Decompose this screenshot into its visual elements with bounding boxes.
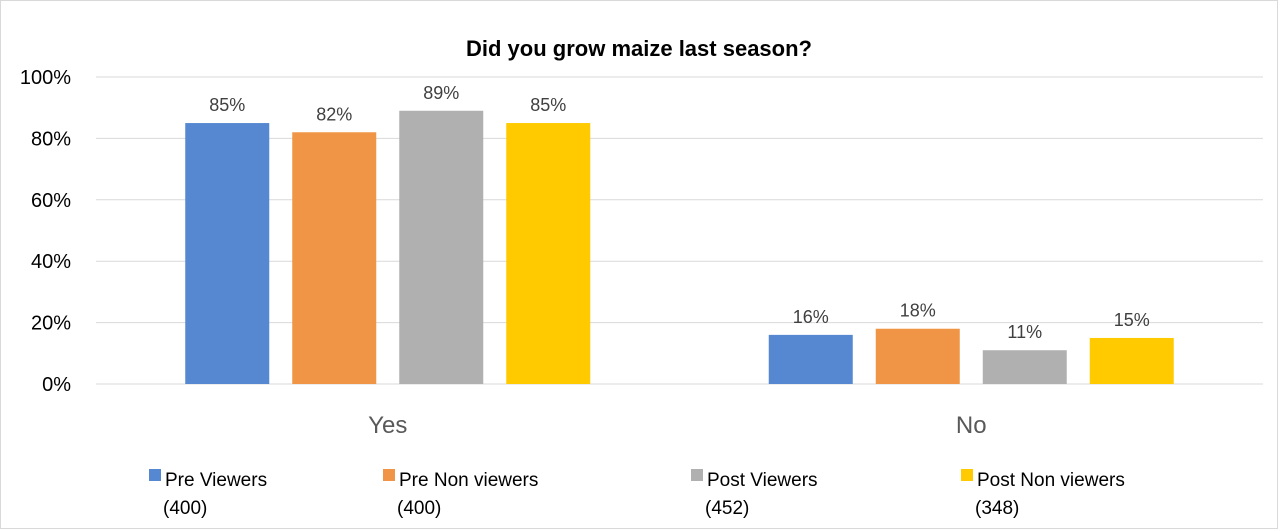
- data-label: 18%: [900, 301, 936, 321]
- legend-swatch: [383, 469, 395, 481]
- y-axis-ticks: 0% 20% 40% 60% 80% 100%: [20, 67, 71, 396]
- x-axis-categories: Yes No: [368, 412, 986, 439]
- legend-label: Post Non viewers: [977, 470, 1125, 491]
- legend-label: Pre Non viewers: [399, 470, 538, 491]
- chart-title: Did you grow maize last season?: [466, 36, 812, 61]
- y-tick-label: 60%: [31, 190, 71, 212]
- category-label: No: [956, 412, 987, 439]
- legend-swatch: [149, 469, 161, 481]
- legend-label: (400): [163, 498, 207, 519]
- legend-swatch: [691, 469, 703, 481]
- data-label: 85%: [209, 95, 245, 115]
- data-labels: 85% 82% 89% 85% 16% 18% 11% 15%: [209, 83, 1150, 342]
- bar: [982, 350, 1067, 384]
- y-tick-label: 100%: [20, 67, 71, 89]
- bar: [768, 334, 853, 384]
- bars: [185, 110, 1174, 385]
- bar: [1089, 337, 1174, 384]
- data-label: 82%: [316, 104, 352, 124]
- data-label: 15%: [1114, 310, 1150, 330]
- y-tick-label: 80%: [31, 128, 71, 150]
- bar: [185, 123, 270, 385]
- legend-label: (452): [705, 498, 749, 519]
- category-label: Yes: [368, 412, 407, 439]
- legend-label: (348): [975, 498, 1019, 519]
- data-label: 11%: [1007, 322, 1042, 342]
- data-label: 85%: [530, 95, 566, 115]
- data-label: 16%: [793, 307, 829, 327]
- bar: [875, 328, 960, 384]
- bar: [399, 110, 484, 385]
- y-tick-label: 20%: [31, 313, 71, 335]
- legend-label: Post Viewers: [707, 470, 818, 491]
- legend-label: Pre Viewers: [165, 470, 267, 491]
- legend: Pre Viewers (400) Pre Non viewers (400) Post…: [149, 469, 1125, 519]
- legend-swatch: [961, 469, 973, 481]
- data-label: 89%: [423, 83, 459, 103]
- y-tick-label: 0%: [42, 374, 71, 396]
- y-tick-label: 40%: [31, 251, 71, 273]
- bar: [292, 132, 377, 384]
- legend-label: (400): [397, 498, 441, 519]
- gridlines: [96, 76, 1263, 385]
- bar: [506, 123, 591, 385]
